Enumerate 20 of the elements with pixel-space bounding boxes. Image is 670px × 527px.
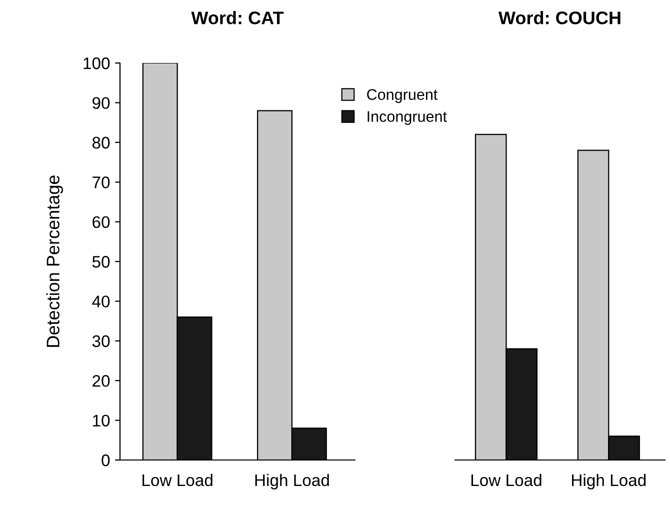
- y-tick-label: 40: [92, 296, 110, 308]
- y-tick-label: 30: [92, 335, 110, 348]
- y-tick-label: 10: [93, 414, 110, 427]
- y-tick-label: 90: [92, 97, 110, 109]
- y-tick-label: 70: [92, 176, 110, 188]
- chart-title: Word: CAT: [191, 11, 284, 24]
- legend-label: Incongruent: [368, 111, 447, 125]
- chart-title: Word: COUCH: [498, 11, 620, 24]
- y-tick-label: 100: [84, 57, 110, 70]
- x-tick-label: High Load: [572, 474, 646, 490]
- y-tick-label: 60: [92, 216, 110, 228]
- y-tick-label: 20: [92, 375, 110, 387]
- x-tick-label: High Load: [255, 474, 329, 490]
- y-tick-label: 0: [102, 454, 110, 466]
- x-tick-label: Low Load: [142, 474, 212, 486]
- x-tick-label: Low Load: [471, 474, 542, 486]
- y-tick-label: 80: [92, 136, 110, 149]
- y-tick-label: 50: [92, 256, 110, 268]
- legend-label: Congruent: [367, 89, 438, 103]
- y-axis-title: Detection Percentage: [46, 175, 64, 347]
